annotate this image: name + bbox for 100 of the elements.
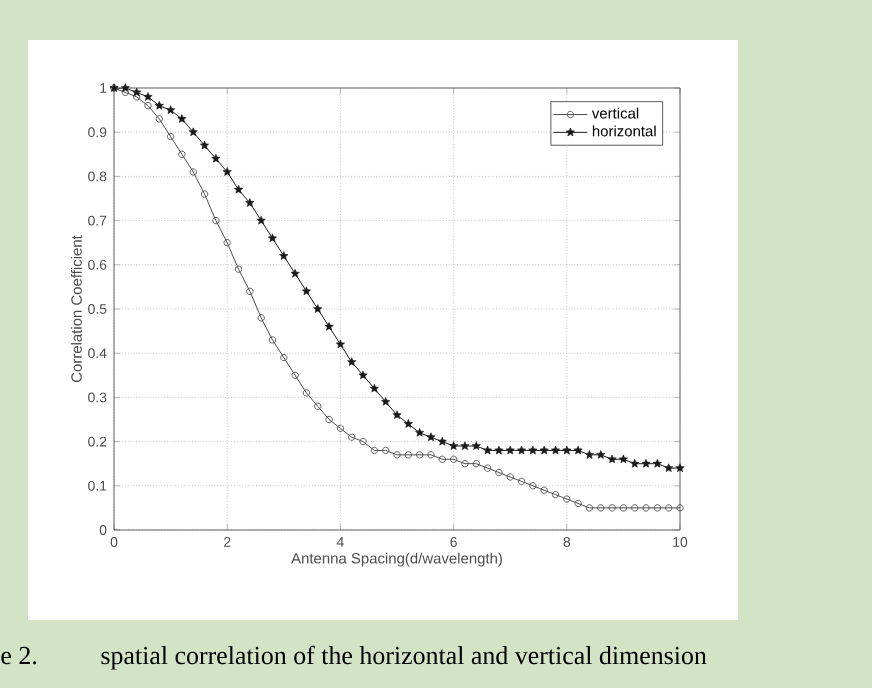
point bbox=[404, 451, 412, 459]
point bbox=[675, 463, 685, 472]
point bbox=[506, 473, 514, 481]
point bbox=[245, 198, 255, 207]
point bbox=[121, 88, 129, 97]
point bbox=[325, 415, 333, 424]
point bbox=[155, 115, 163, 123]
point bbox=[562, 445, 572, 455]
point bbox=[449, 441, 459, 450]
point bbox=[268, 233, 277, 243]
point bbox=[642, 504, 650, 512]
point bbox=[313, 304, 323, 313]
point bbox=[381, 397, 391, 406]
point bbox=[301, 286, 311, 296]
point bbox=[290, 268, 300, 278]
point bbox=[415, 428, 425, 437]
point bbox=[189, 168, 197, 176]
point bbox=[144, 102, 152, 110]
point bbox=[483, 445, 493, 455]
text: e 2. bbox=[1, 646, 37, 665]
point bbox=[370, 446, 379, 455]
point bbox=[471, 441, 481, 450]
point bbox=[133, 93, 141, 101]
point bbox=[505, 445, 515, 455]
point bbox=[234, 184, 243, 194]
point bbox=[358, 370, 368, 380]
point bbox=[495, 468, 503, 477]
point bbox=[212, 216, 220, 225]
point bbox=[291, 371, 299, 379]
point bbox=[551, 491, 560, 499]
point bbox=[540, 486, 548, 494]
point bbox=[483, 464, 492, 472]
point bbox=[472, 460, 480, 468]
point bbox=[222, 167, 232, 176]
point bbox=[369, 383, 379, 393]
point bbox=[178, 150, 186, 158]
point bbox=[302, 389, 311, 397]
point bbox=[461, 460, 469, 468]
point bbox=[574, 499, 582, 508]
point bbox=[120, 83, 130, 92]
point bbox=[517, 477, 526, 486]
point bbox=[393, 451, 401, 459]
point bbox=[631, 504, 639, 512]
point bbox=[246, 287, 254, 295]
point bbox=[188, 127, 198, 137]
point bbox=[427, 451, 435, 459]
point bbox=[177, 114, 187, 123]
text: spatial correlation of the horizontal and vertical dimension bbox=[101, 645, 707, 670]
point bbox=[416, 451, 424, 459]
point bbox=[551, 445, 560, 455]
point bbox=[437, 436, 447, 446]
point bbox=[585, 504, 594, 512]
point bbox=[449, 455, 458, 463]
point bbox=[166, 105, 176, 114]
point bbox=[665, 504, 673, 512]
point bbox=[314, 402, 322, 410]
point bbox=[607, 454, 617, 464]
point bbox=[438, 455, 446, 463]
point bbox=[256, 215, 266, 225]
point bbox=[528, 445, 538, 455]
point bbox=[652, 459, 662, 468]
point bbox=[143, 92, 153, 101]
point bbox=[280, 353, 288, 362]
point bbox=[223, 239, 231, 247]
point bbox=[630, 459, 640, 468]
point bbox=[211, 154, 221, 163]
point bbox=[336, 424, 345, 432]
point bbox=[324, 321, 334, 331]
point bbox=[359, 437, 367, 446]
point bbox=[653, 504, 662, 512]
point bbox=[335, 339, 345, 349]
point bbox=[494, 445, 504, 455]
point bbox=[154, 100, 164, 110]
point bbox=[539, 445, 549, 455]
point bbox=[573, 445, 583, 455]
point bbox=[529, 482, 537, 490]
point bbox=[279, 251, 289, 260]
point bbox=[257, 314, 265, 322]
point bbox=[166, 132, 175, 141]
point bbox=[596, 450, 606, 459]
point bbox=[641, 459, 651, 468]
point bbox=[460, 441, 470, 450]
point bbox=[618, 454, 628, 464]
point bbox=[200, 190, 209, 198]
point bbox=[563, 495, 571, 503]
point bbox=[234, 265, 243, 273]
point bbox=[348, 433, 356, 441]
point bbox=[347, 357, 357, 366]
point bbox=[426, 432, 436, 442]
point bbox=[619, 504, 628, 512]
point bbox=[664, 463, 674, 472]
point bbox=[268, 336, 277, 344]
point bbox=[382, 446, 390, 455]
point bbox=[584, 450, 594, 459]
point bbox=[403, 419, 413, 428]
point bbox=[597, 504, 605, 512]
point bbox=[392, 410, 402, 419]
point bbox=[200, 140, 210, 150]
point bbox=[132, 87, 142, 97]
point bbox=[517, 445, 527, 455]
